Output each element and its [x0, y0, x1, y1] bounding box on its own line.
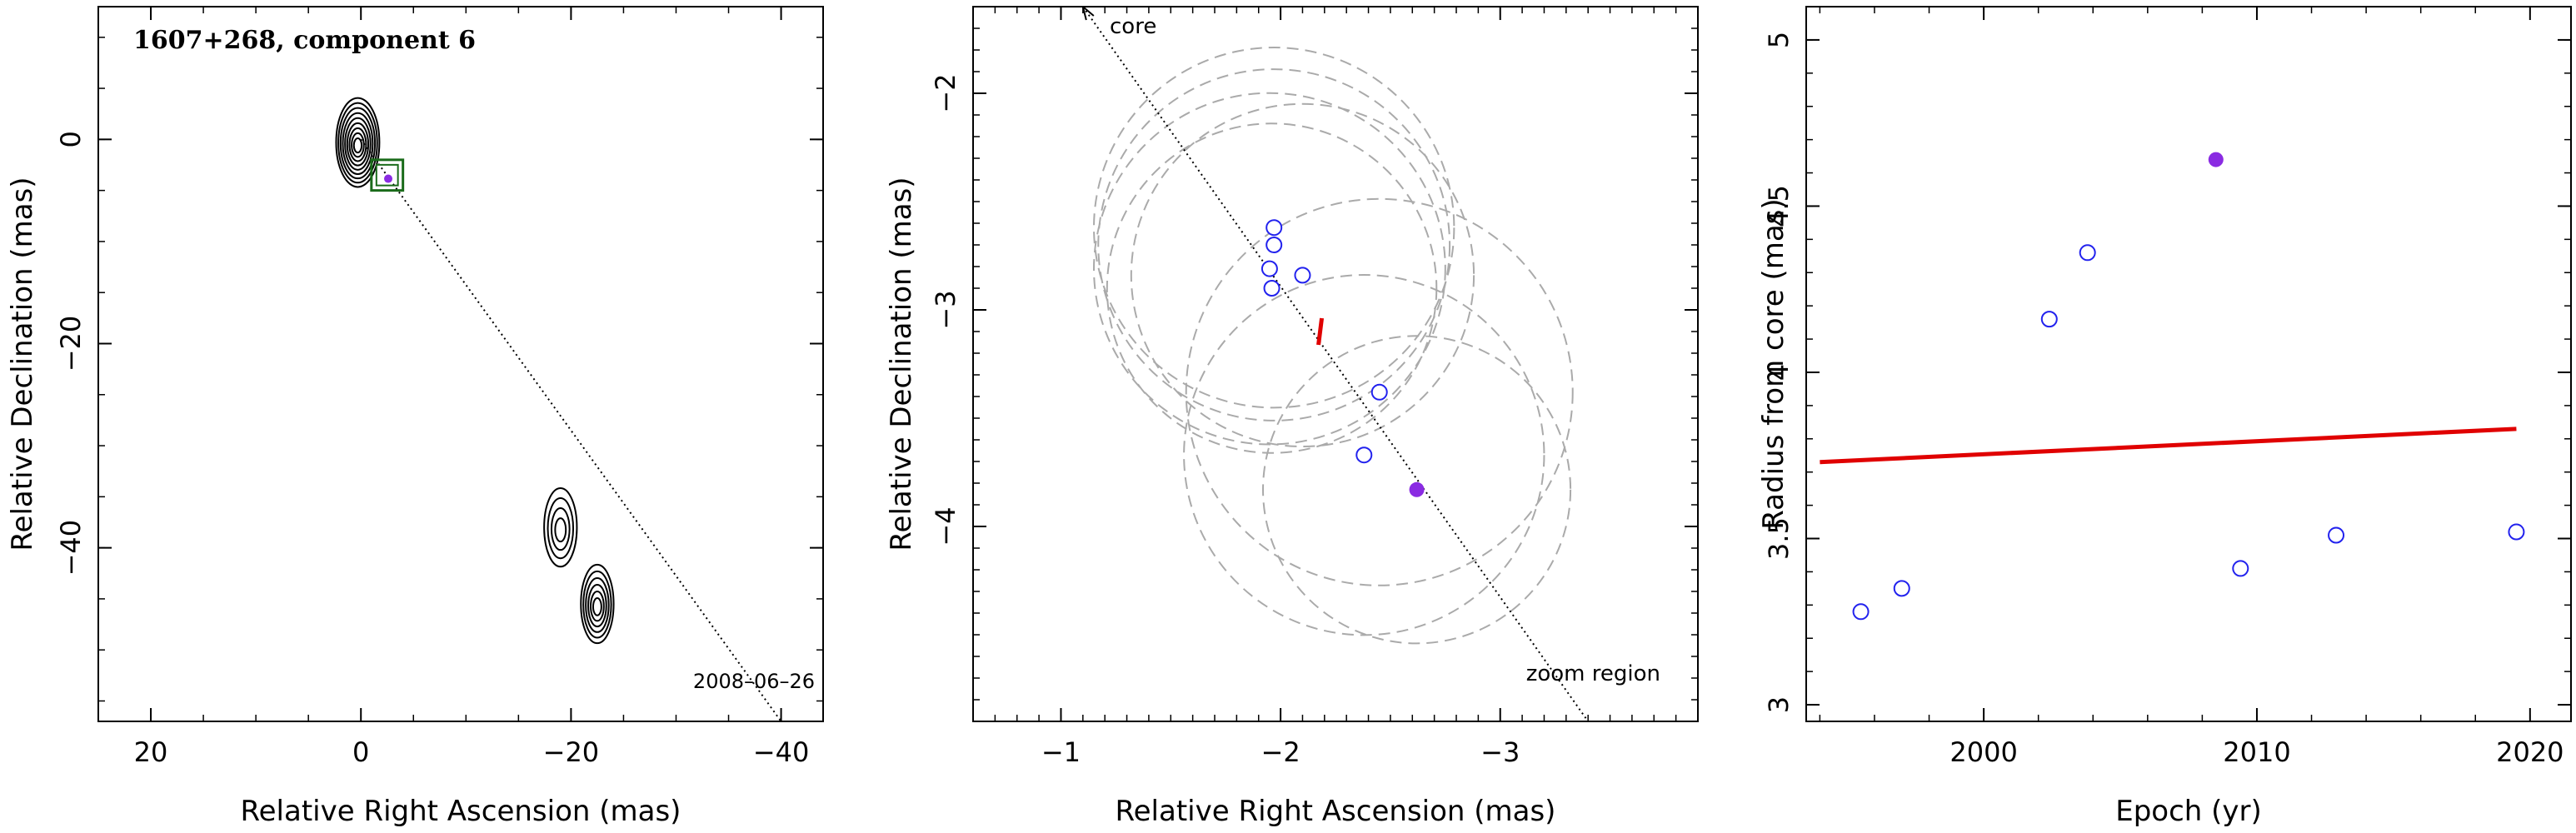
contour-level	[590, 590, 605, 622]
contour-level	[351, 132, 365, 158]
p2-ytick-label: −2	[930, 73, 961, 112]
error-circle	[1262, 335, 1572, 645]
component-marker	[384, 174, 392, 183]
zoom-box	[370, 158, 405, 192]
p3-ytick-label: 3.5	[1763, 517, 1795, 560]
contour-level	[550, 507, 571, 551]
contour-level	[547, 497, 575, 560]
error-circle	[1093, 47, 1455, 409]
panel2-ticks: −1 −2 −3 −2 −3 −4	[930, 6, 1699, 768]
panel-radius-vs-epoch: 2000 2010 2020 3 3.5 4 4.5 5 Epoch (yr) Radius …	[1757, 6, 2572, 828]
core-arrowhead	[1081, 6, 1095, 21]
zoom-region-annotation: zoom region	[1526, 661, 1660, 686]
p2-xtick-label: −1	[1041, 736, 1081, 768]
contour-level	[337, 102, 378, 184]
contour-level	[348, 127, 367, 162]
panel1-title: 1607+268, component 6	[133, 26, 476, 55]
contour-level	[585, 576, 610, 633]
contour-level	[580, 563, 615, 645]
panel1-frame	[97, 6, 824, 722]
p1-xtick-label: 0	[352, 736, 369, 768]
panel-contour-map: 20 0 −20 −40 0 −20 −40 1607+268, component 6 2…	[6, 6, 824, 828]
p2-xtick-label: −2	[1261, 736, 1300, 768]
epoch-position-open	[1266, 219, 1283, 237]
radius-point-open	[2040, 311, 2058, 328]
p3-ytick-label: 5	[1763, 32, 1795, 48]
contour-group	[335, 97, 782, 722]
panel2-ylabel: Relative Declination (mas)	[885, 177, 918, 551]
panel3-marks	[1820, 152, 2525, 621]
p2-xtick-label: −3	[1480, 736, 1520, 768]
fit-line	[1820, 426, 2517, 465]
contour-level	[582, 570, 612, 639]
radius-point-open	[2232, 560, 2249, 577]
contour-level	[339, 107, 377, 180]
p2-ytick-label: −3	[930, 290, 961, 329]
p1-ytick-label: −40	[55, 520, 87, 576]
epoch-position-filled	[1409, 481, 1425, 497]
error-circle	[1097, 68, 1451, 421]
p3-xtick-label: 2010	[2223, 736, 2290, 768]
panel2-xlabel: Relative Right Ascension (mas)	[1116, 795, 1556, 828]
error-circle	[1183, 274, 1545, 636]
contour-level	[335, 97, 381, 188]
epoch-position-open	[1355, 446, 1373, 464]
contour-level	[346, 122, 370, 167]
mean-position-mark	[1316, 317, 1325, 346]
p2-ytick-label: −4	[930, 506, 961, 546]
p1-ytick-label: −20	[55, 316, 87, 372]
zoom-box-inner	[375, 163, 399, 187]
contour-level	[587, 583, 607, 628]
contour-level	[554, 517, 567, 543]
p3-xtick-label: 2000	[1949, 736, 2017, 768]
error-circle	[1185, 197, 1574, 586]
panel2-marks	[1081, 6, 1589, 722]
epoch-position-open	[1266, 237, 1283, 253]
contour-level	[543, 486, 578, 568]
panel3-ticks: 2000 2010 2020 3 3.5 4 4.5 5	[1763, 6, 2571, 768]
error-circle	[1106, 122, 1438, 454]
radius-point-filled	[2208, 152, 2224, 167]
epoch-position-open	[1294, 267, 1311, 284]
error-circle	[1093, 92, 1446, 446]
panel1-xlabel: Relative Right Ascension (mas)	[241, 795, 681, 828]
error-circle	[1130, 102, 1475, 448]
radius-point-open	[2328, 526, 2345, 544]
p1-xtick-label: −40	[753, 736, 810, 768]
core-annotation: core	[1110, 14, 1156, 39]
radius-point-open	[1893, 580, 1910, 597]
contour-level	[352, 137, 363, 154]
contour-level	[592, 597, 602, 616]
p1-xtick-label: 20	[134, 736, 168, 768]
panel3-frame	[1805, 6, 2572, 722]
panel-zoom-region: −1 −2 −3 −2 −3 −4 core zoom region Relative R…	[885, 6, 1699, 828]
p1-ytick-label: 0	[55, 131, 87, 147]
epoch-label: 2008–06–26	[693, 670, 815, 693]
core-axis-line	[1082, 6, 1589, 722]
epoch-position-open	[1370, 383, 1388, 401]
p3-xtick-label: 2020	[2496, 736, 2564, 768]
contour-level	[344, 117, 372, 171]
radius-point-open	[2079, 244, 2096, 262]
epoch-position-open	[1263, 280, 1281, 297]
epoch-position-open	[1261, 260, 1278, 277]
p1-xtick-label: −20	[543, 736, 600, 768]
contour-level	[342, 112, 374, 175]
panel1-ticks: 20 0 −20 −40 0 −20 −40	[55, 7, 823, 768]
jet-axis-line	[360, 138, 782, 722]
panel2-frame	[972, 6, 1699, 722]
radius-point-open	[2508, 523, 2525, 541]
p3-ytick-label: 4	[1763, 364, 1795, 381]
p3-ytick-label: 4.5	[1763, 185, 1795, 227]
p3-ytick-label: 3	[1763, 696, 1795, 713]
panel3-xlabel: Epoch (yr)	[2115, 795, 2262, 828]
radius-point-open	[1852, 603, 1870, 621]
panel3-ylabel: Radius from core (mas)	[1757, 198, 1790, 529]
panel1-ylabel: Relative Declination (mas)	[6, 177, 39, 551]
